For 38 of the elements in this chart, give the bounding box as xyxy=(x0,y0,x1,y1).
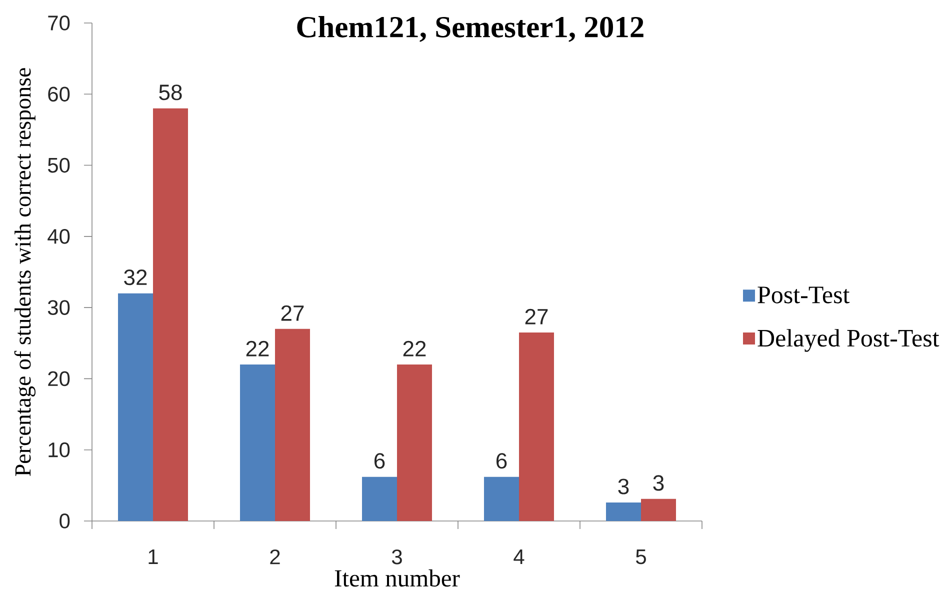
bar xyxy=(397,364,432,521)
data-label: 6 xyxy=(374,453,385,469)
data-label: 6 xyxy=(496,453,507,469)
data-label: 27 xyxy=(281,305,304,321)
chart-title: Chem121, Semester1, 2012 xyxy=(297,16,644,42)
y-tick-label: 30 xyxy=(48,300,70,315)
bar xyxy=(640,498,676,521)
bar xyxy=(240,364,275,521)
x-tick-label: 1 xyxy=(148,550,158,564)
x-tick-label: 5 xyxy=(636,550,646,564)
y-tick-label: 50 xyxy=(48,158,70,173)
x-tick-label: 2 xyxy=(270,550,280,564)
bar xyxy=(484,476,519,521)
bar xyxy=(118,293,154,521)
data-label: 58 xyxy=(159,84,182,100)
x-tick-label: 4 xyxy=(514,550,524,564)
bar xyxy=(153,108,188,521)
y-tick-label: 70 xyxy=(48,16,70,30)
data-label: 27 xyxy=(525,308,548,324)
y-axis-title: Percentage of students with correct response xyxy=(14,68,36,476)
legend-label: Post-Test xyxy=(758,286,850,304)
data-label: 22 xyxy=(246,340,269,356)
y-tick-label: 40 xyxy=(48,228,70,244)
y-tick-label: 20 xyxy=(48,371,70,386)
bar xyxy=(362,476,397,521)
bar xyxy=(519,332,554,521)
data-label: 3 xyxy=(653,475,664,491)
bar xyxy=(606,502,641,521)
y-tick-label: 0 xyxy=(60,514,70,528)
legend-label: Delayed Post-Test xyxy=(758,329,940,352)
x-axis-title: Item number xyxy=(334,569,460,587)
x-tick-label: 3 xyxy=(392,550,402,564)
bar xyxy=(275,328,310,521)
data-label: 3 xyxy=(618,478,629,494)
y-tick-label: 60 xyxy=(48,86,70,102)
data-label: 22 xyxy=(403,340,426,356)
y-tick-label: 10 xyxy=(48,442,70,458)
data-label: 32 xyxy=(124,270,147,286)
